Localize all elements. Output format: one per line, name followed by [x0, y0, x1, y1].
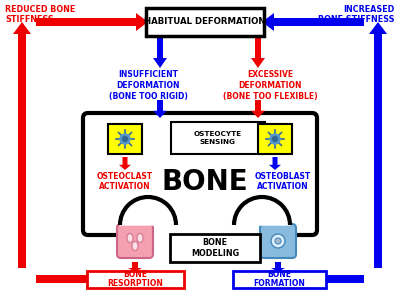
Text: BONE
FORMATION: BONE FORMATION	[253, 270, 305, 288]
Ellipse shape	[127, 233, 133, 242]
Text: OSTEOBLAST
ACTIVATION: OSTEOBLAST ACTIVATION	[255, 172, 311, 191]
Text: BONE
MODELING: BONE MODELING	[191, 238, 239, 258]
FancyArrow shape	[269, 157, 281, 170]
Text: REDUCED BONE
STIFFNESS: REDUCED BONE STIFFNESS	[5, 5, 75, 24]
FancyArrow shape	[262, 13, 364, 31]
FancyArrow shape	[128, 262, 142, 272]
Text: BONE
RESORPTION: BONE RESORPTION	[107, 270, 163, 288]
Circle shape	[270, 134, 280, 144]
FancyBboxPatch shape	[83, 113, 317, 235]
Circle shape	[120, 134, 130, 144]
Circle shape	[272, 137, 278, 142]
FancyArrow shape	[36, 13, 148, 31]
Text: INSUFFICIENT
DEFORMATION
(BONE TOO RIGID): INSUFFICIENT DEFORMATION (BONE TOO RIGID…	[108, 70, 188, 101]
FancyArrow shape	[36, 275, 88, 283]
FancyBboxPatch shape	[170, 234, 260, 262]
FancyArrow shape	[251, 100, 265, 118]
FancyBboxPatch shape	[232, 271, 326, 287]
Ellipse shape	[137, 233, 143, 242]
Circle shape	[122, 137, 128, 142]
FancyArrow shape	[369, 22, 387, 268]
FancyArrow shape	[324, 275, 364, 283]
Bar	[148, 220, 262, 240]
FancyBboxPatch shape	[171, 122, 265, 154]
FancyArrow shape	[153, 34, 167, 68]
FancyArrow shape	[251, 34, 265, 68]
Text: EXCESSIVE
DEFORMATION
(BONE TOO FLEXIBLE): EXCESSIVE DEFORMATION (BONE TOO FLEXIBLE…	[223, 70, 317, 101]
Circle shape	[275, 238, 281, 244]
FancyBboxPatch shape	[86, 271, 184, 287]
Circle shape	[271, 234, 285, 248]
Wedge shape	[234, 197, 290, 225]
Wedge shape	[120, 197, 176, 225]
FancyBboxPatch shape	[258, 124, 292, 154]
FancyBboxPatch shape	[260, 224, 296, 258]
Text: BONE: BONE	[162, 168, 248, 196]
FancyBboxPatch shape	[108, 124, 142, 154]
FancyBboxPatch shape	[146, 8, 264, 36]
FancyArrow shape	[153, 100, 167, 118]
FancyArrow shape	[13, 22, 31, 268]
Text: OSTEOCLAST
ACTIVATION: OSTEOCLAST ACTIVATION	[97, 172, 153, 191]
Text: HABITUAL DEFORMATION: HABITUAL DEFORMATION	[144, 17, 266, 26]
Ellipse shape	[132, 242, 138, 251]
FancyBboxPatch shape	[117, 224, 153, 258]
FancyArrow shape	[271, 262, 285, 272]
Text: OSTEOCYTE
SENSING: OSTEOCYTE SENSING	[194, 131, 242, 144]
FancyArrow shape	[119, 157, 131, 170]
Text: INCREASED
BONE STIFFNESS: INCREASED BONE STIFFNESS	[318, 5, 395, 24]
